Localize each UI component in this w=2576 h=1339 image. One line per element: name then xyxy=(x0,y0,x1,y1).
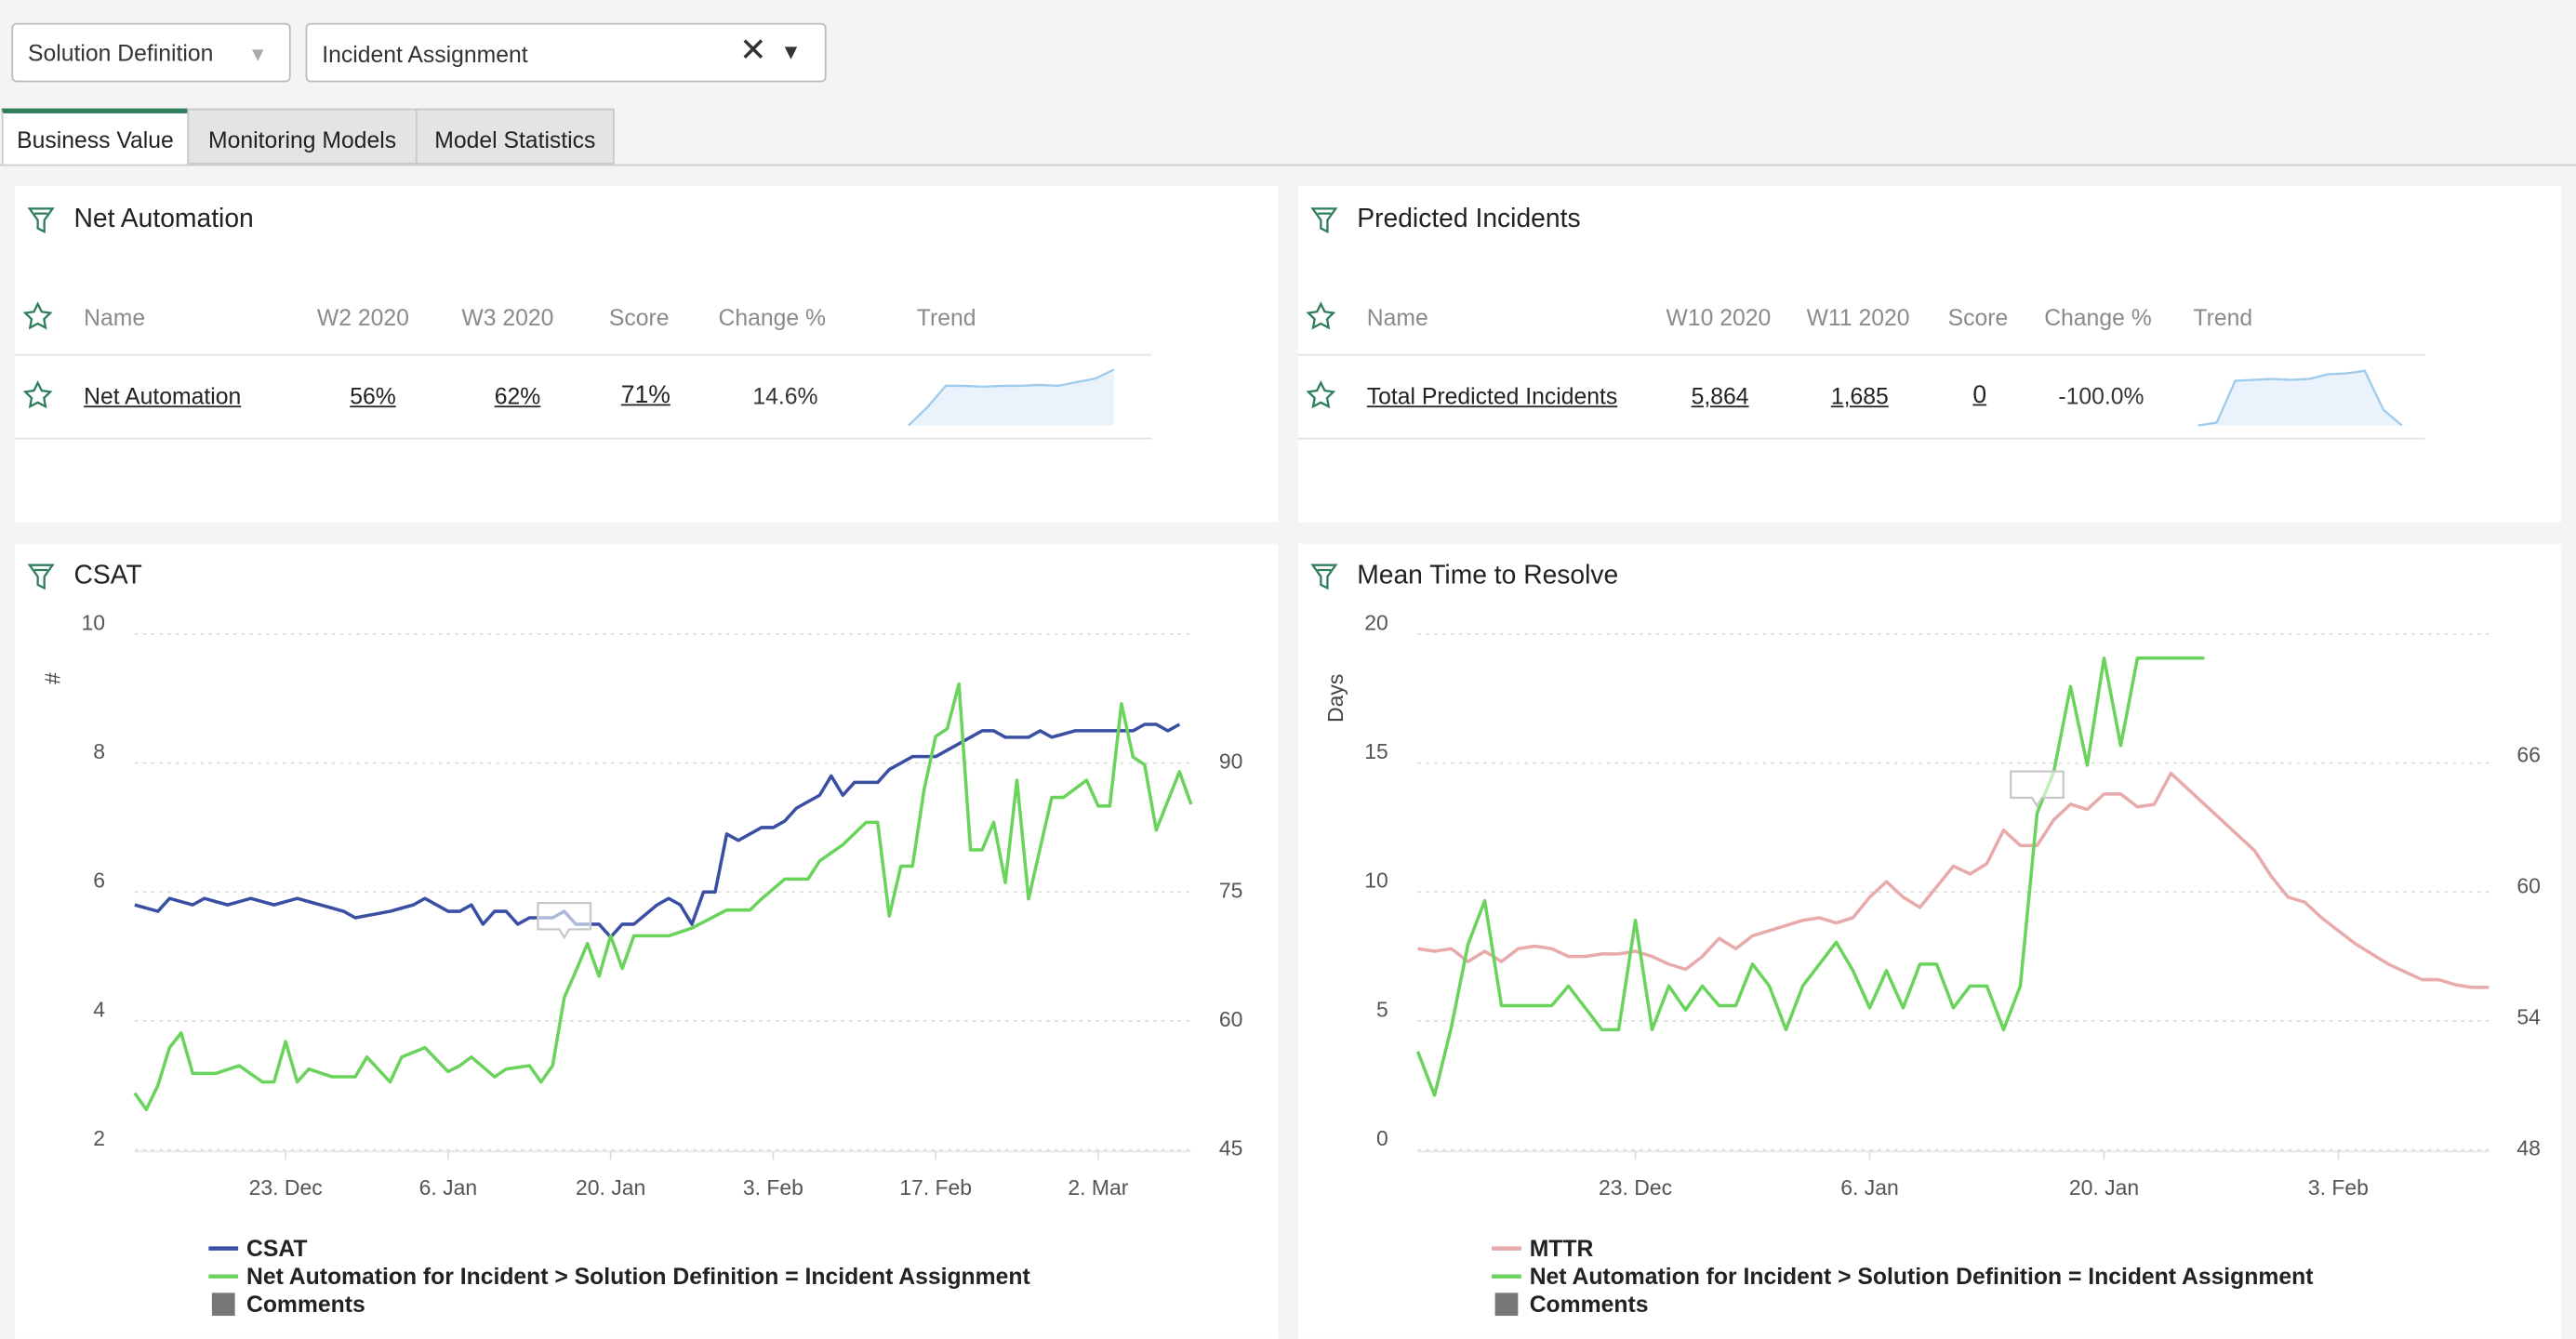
star-icon[interactable] xyxy=(24,302,52,329)
series-line xyxy=(1417,771,2490,989)
chart-title: Mean Time to Resolve xyxy=(1357,560,1618,590)
y-tick-label: 5 xyxy=(1376,997,1388,1021)
column-header: Change % xyxy=(2044,303,2152,331)
comment-marker[interactable] xyxy=(2010,770,2065,808)
y-tick-label: 10 xyxy=(82,610,106,634)
tab[interactable]: Monitoring Models xyxy=(187,108,418,165)
y-tick-label: 15 xyxy=(1364,739,1388,763)
column-header: Name xyxy=(1366,303,1428,331)
x-tick-label: 20. Jan xyxy=(2069,1175,2139,1200)
series-line xyxy=(134,723,1181,939)
cell-link[interactable]: Net Automation xyxy=(84,382,242,409)
x-tick-label: 3. Feb xyxy=(743,1175,803,1200)
star-icon[interactable] xyxy=(1307,381,1334,408)
y2-tick-label: 75 xyxy=(1219,878,1243,902)
x-tick-label: 20. Jan xyxy=(576,1175,645,1200)
filter-label: Incident Assignment xyxy=(322,41,528,68)
y2-tick-label: 66 xyxy=(2516,743,2541,767)
y2-tick-label: 48 xyxy=(2516,1136,2541,1160)
filter-label: Solution Definition xyxy=(28,39,214,66)
clear-button[interactable]: ✕ xyxy=(738,33,767,70)
cell-link[interactable]: 5,864 xyxy=(1691,382,1749,409)
cell: 14.6% xyxy=(752,382,818,409)
column-header: W11 2020 xyxy=(1806,303,1910,331)
cell-link[interactable]: 0 xyxy=(1972,380,1987,409)
legend-label[interactable]: Net Automation for Incident > Solution D… xyxy=(1530,1265,2314,1290)
y-tick-label: 4 xyxy=(93,997,105,1021)
x-tick-label: 6. Jan xyxy=(1840,1175,1899,1200)
cell-link[interactable]: 1,685 xyxy=(1830,382,1889,409)
sparkline xyxy=(908,368,1115,427)
x-tick-label: 2. Mar xyxy=(1068,1175,1128,1200)
filter-icon[interactable] xyxy=(28,563,54,590)
chart-panel xyxy=(14,543,1279,1339)
star-icon[interactable] xyxy=(1307,302,1334,329)
sparkline-area xyxy=(2198,370,2402,426)
filter-icon[interactable] xyxy=(28,207,54,233)
series-line xyxy=(1415,656,2205,1097)
x-tick-label: 17. Feb xyxy=(899,1175,972,1200)
legend-label[interactable]: Comments xyxy=(1530,1293,1649,1318)
comment-marker[interactable] xyxy=(537,901,592,940)
legend-label[interactable]: MTTR xyxy=(1530,1237,1594,1262)
legend-swatch[interactable] xyxy=(211,1293,235,1317)
widget-title: Net Automation xyxy=(73,205,254,233)
filter-solution-definition[interactable]: Solution Definition ▼ xyxy=(11,22,291,83)
filter-icon[interactable] xyxy=(1311,563,1337,590)
tab-divider xyxy=(0,164,2576,166)
column-header: Change % xyxy=(718,303,827,331)
y-tick-label: 8 xyxy=(93,739,105,763)
y2-tick-label: 54 xyxy=(2516,1005,2541,1029)
tab[interactable]: Model Statistics xyxy=(415,108,615,165)
x-tick-label: 23. Dec xyxy=(1599,1175,1672,1200)
legend-swatch[interactable] xyxy=(1494,1293,1519,1317)
y-tick-label: 2 xyxy=(93,1126,105,1150)
y2-tick-label: 60 xyxy=(2516,874,2541,898)
y-axis-label: Days xyxy=(1323,674,1348,723)
y-tick-label: 6 xyxy=(93,868,105,893)
cell-link[interactable]: 56% xyxy=(350,382,396,409)
column-header: W10 2020 xyxy=(1666,303,1772,331)
column-header: Trend xyxy=(2193,303,2253,331)
cell-link[interactable]: 71% xyxy=(620,380,671,409)
filter-icon[interactable] xyxy=(1311,207,1337,233)
widget-title: Predicted Incidents xyxy=(1357,205,1581,233)
x-tick-label: 23. Dec xyxy=(249,1175,323,1200)
y2-tick-label: 90 xyxy=(1219,749,1243,774)
legend-label[interactable]: Comments xyxy=(246,1293,365,1318)
y-tick-label: 10 xyxy=(1364,868,1388,893)
cell: -100.0% xyxy=(2058,382,2144,409)
filter-incident-assignment[interactable]: Incident Assignment ✕ ▼ xyxy=(305,22,827,83)
x-tick-label: 3. Feb xyxy=(2308,1175,2369,1200)
series-line xyxy=(133,682,1193,1111)
y-tick-label: 20 xyxy=(1364,610,1388,634)
sparkline xyxy=(2198,369,2403,427)
y-axis-label: # xyxy=(40,672,64,684)
cell-link[interactable]: Total Predicted Incidents xyxy=(1366,382,1618,409)
sparkline-area xyxy=(908,369,1114,426)
chart-title: CSAT xyxy=(73,560,141,590)
column-header: W3 2020 xyxy=(461,303,554,331)
y-tick-label: 0 xyxy=(1376,1126,1388,1150)
dropdown-arrow[interactable]: ▼ xyxy=(780,39,802,64)
legend-label[interactable]: Net Automation for Incident > Solution D… xyxy=(246,1265,1030,1290)
star-icon[interactable] xyxy=(24,381,52,408)
column-header: W2 2020 xyxy=(316,303,409,331)
dropdown-arrow[interactable]: ▼ xyxy=(247,42,268,66)
y2-tick-label: 60 xyxy=(1219,1007,1243,1031)
legend-label[interactable]: CSAT xyxy=(246,1237,307,1262)
column-header: Score xyxy=(1947,303,2009,331)
y2-tick-label: 45 xyxy=(1219,1136,1243,1160)
column-header: Trend xyxy=(916,303,976,331)
column-header: Score xyxy=(608,303,670,331)
x-tick-label: 6. Jan xyxy=(419,1175,478,1200)
column-header: Name xyxy=(84,303,146,331)
cell-link[interactable]: 62% xyxy=(494,382,541,409)
